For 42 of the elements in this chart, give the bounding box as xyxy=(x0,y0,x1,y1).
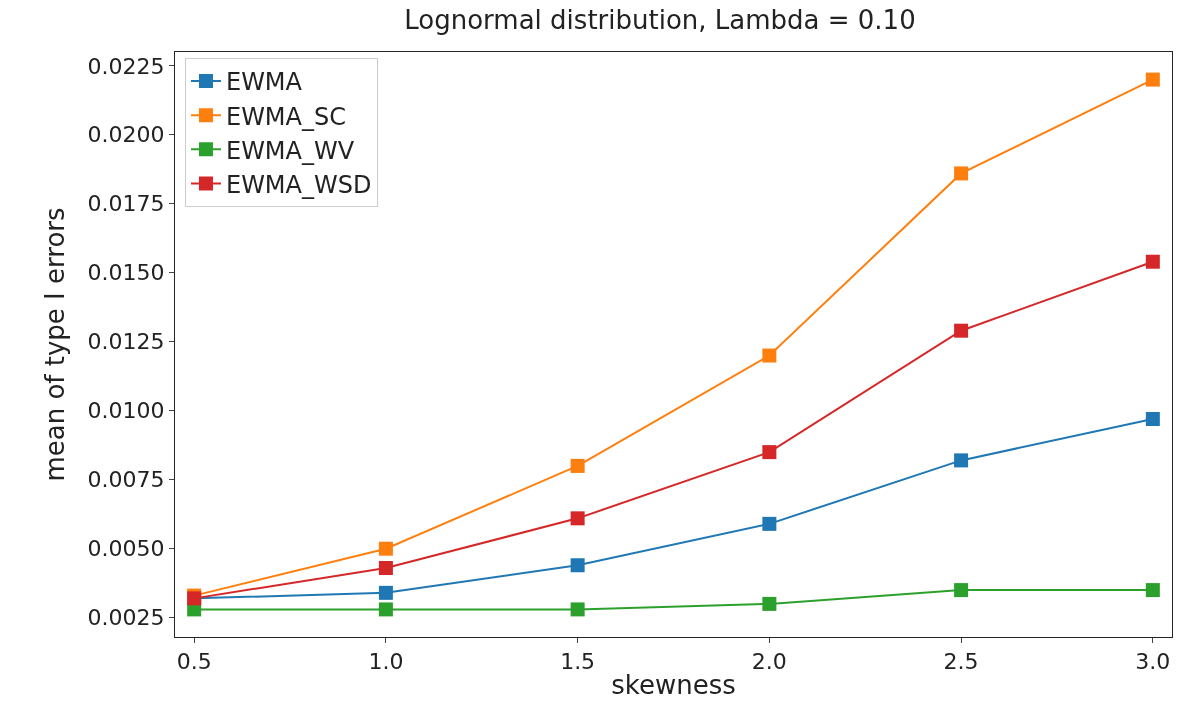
point xyxy=(1145,583,1160,598)
y-tick-label: 0.0025 xyxy=(87,605,165,631)
point xyxy=(570,602,585,617)
point xyxy=(378,541,393,556)
point xyxy=(1145,412,1160,426)
x-tick-label: 1.0 xyxy=(368,649,404,675)
legend-label: EWMA_WV xyxy=(225,136,355,165)
legend-label: EWMA_WSD xyxy=(225,170,372,199)
point xyxy=(378,602,393,617)
point xyxy=(954,166,969,181)
chart-title: Lognormal distribution, Lambda = 0.10 xyxy=(404,4,916,35)
point xyxy=(954,453,969,468)
legend-label: EWMA_SC xyxy=(225,102,346,131)
x-tick-label: 1.5 xyxy=(560,649,596,675)
y-tick-label: 0.0175 xyxy=(87,191,165,217)
y-axis-title: mean of type I errors xyxy=(40,207,71,482)
point xyxy=(378,561,393,576)
x-tick-label: 2.5 xyxy=(943,649,979,675)
y-tick-label: 0.0125 xyxy=(87,329,165,355)
y-tick-label: 0.0200 xyxy=(87,122,165,148)
x-tick-label: 2.0 xyxy=(751,649,787,675)
y-tick-label: 0.0150 xyxy=(87,260,165,286)
point xyxy=(570,458,585,473)
x-tick-label: 0.5 xyxy=(176,649,212,675)
point xyxy=(762,445,777,460)
point xyxy=(762,348,777,363)
y-tick-label: 0.0225 xyxy=(87,53,165,79)
point xyxy=(378,585,393,600)
point xyxy=(762,596,777,611)
x-tick-label: 3.0 xyxy=(1135,649,1171,675)
y-tick-label: 0.0075 xyxy=(87,467,165,493)
x-axis-title: skewness xyxy=(611,670,736,701)
point xyxy=(1145,254,1160,269)
point xyxy=(1145,72,1160,87)
legend-label: EWMA xyxy=(225,68,303,97)
point xyxy=(570,511,585,526)
y-tick-label: 0.0050 xyxy=(87,536,165,562)
y-tick-label: 0.0100 xyxy=(87,398,165,424)
point xyxy=(570,558,585,573)
point xyxy=(954,323,969,338)
point xyxy=(954,583,969,598)
point xyxy=(762,516,777,531)
